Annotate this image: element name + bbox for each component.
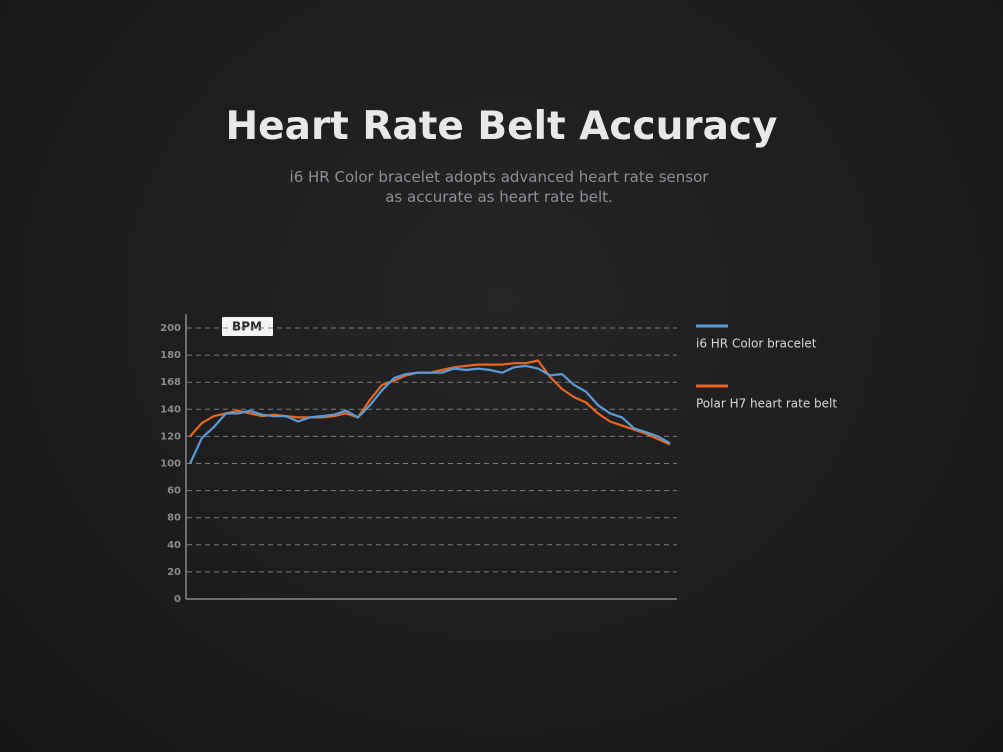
y-tick-label: 60 xyxy=(167,486,181,497)
y-tick-label: 100 xyxy=(160,459,181,470)
y-tick-label: 0 xyxy=(174,594,181,605)
y-tick-label: 120 xyxy=(160,431,181,442)
y-tick-label: 180 xyxy=(160,350,181,361)
y-tick-label: 40 xyxy=(167,540,181,551)
subtitle: i6 HR Color bracelet adopts advanced hea… xyxy=(289,168,709,206)
y-tick-label: 80 xyxy=(167,513,181,524)
y-tick-label: 20 xyxy=(167,567,181,578)
title: Heart Rate Belt Accuracy xyxy=(225,104,778,149)
y-label: BPM xyxy=(232,320,262,334)
y-tick-label: 200 xyxy=(160,323,181,334)
legend-label: Polar H7 heart rate belt xyxy=(696,397,837,411)
legend-label: i6 HR Color bracelet xyxy=(696,337,817,351)
series-line xyxy=(189,364,671,464)
y-tick-label: 168 xyxy=(160,377,181,388)
y-tick-label: 140 xyxy=(160,404,181,415)
y-label-box xyxy=(222,317,273,336)
